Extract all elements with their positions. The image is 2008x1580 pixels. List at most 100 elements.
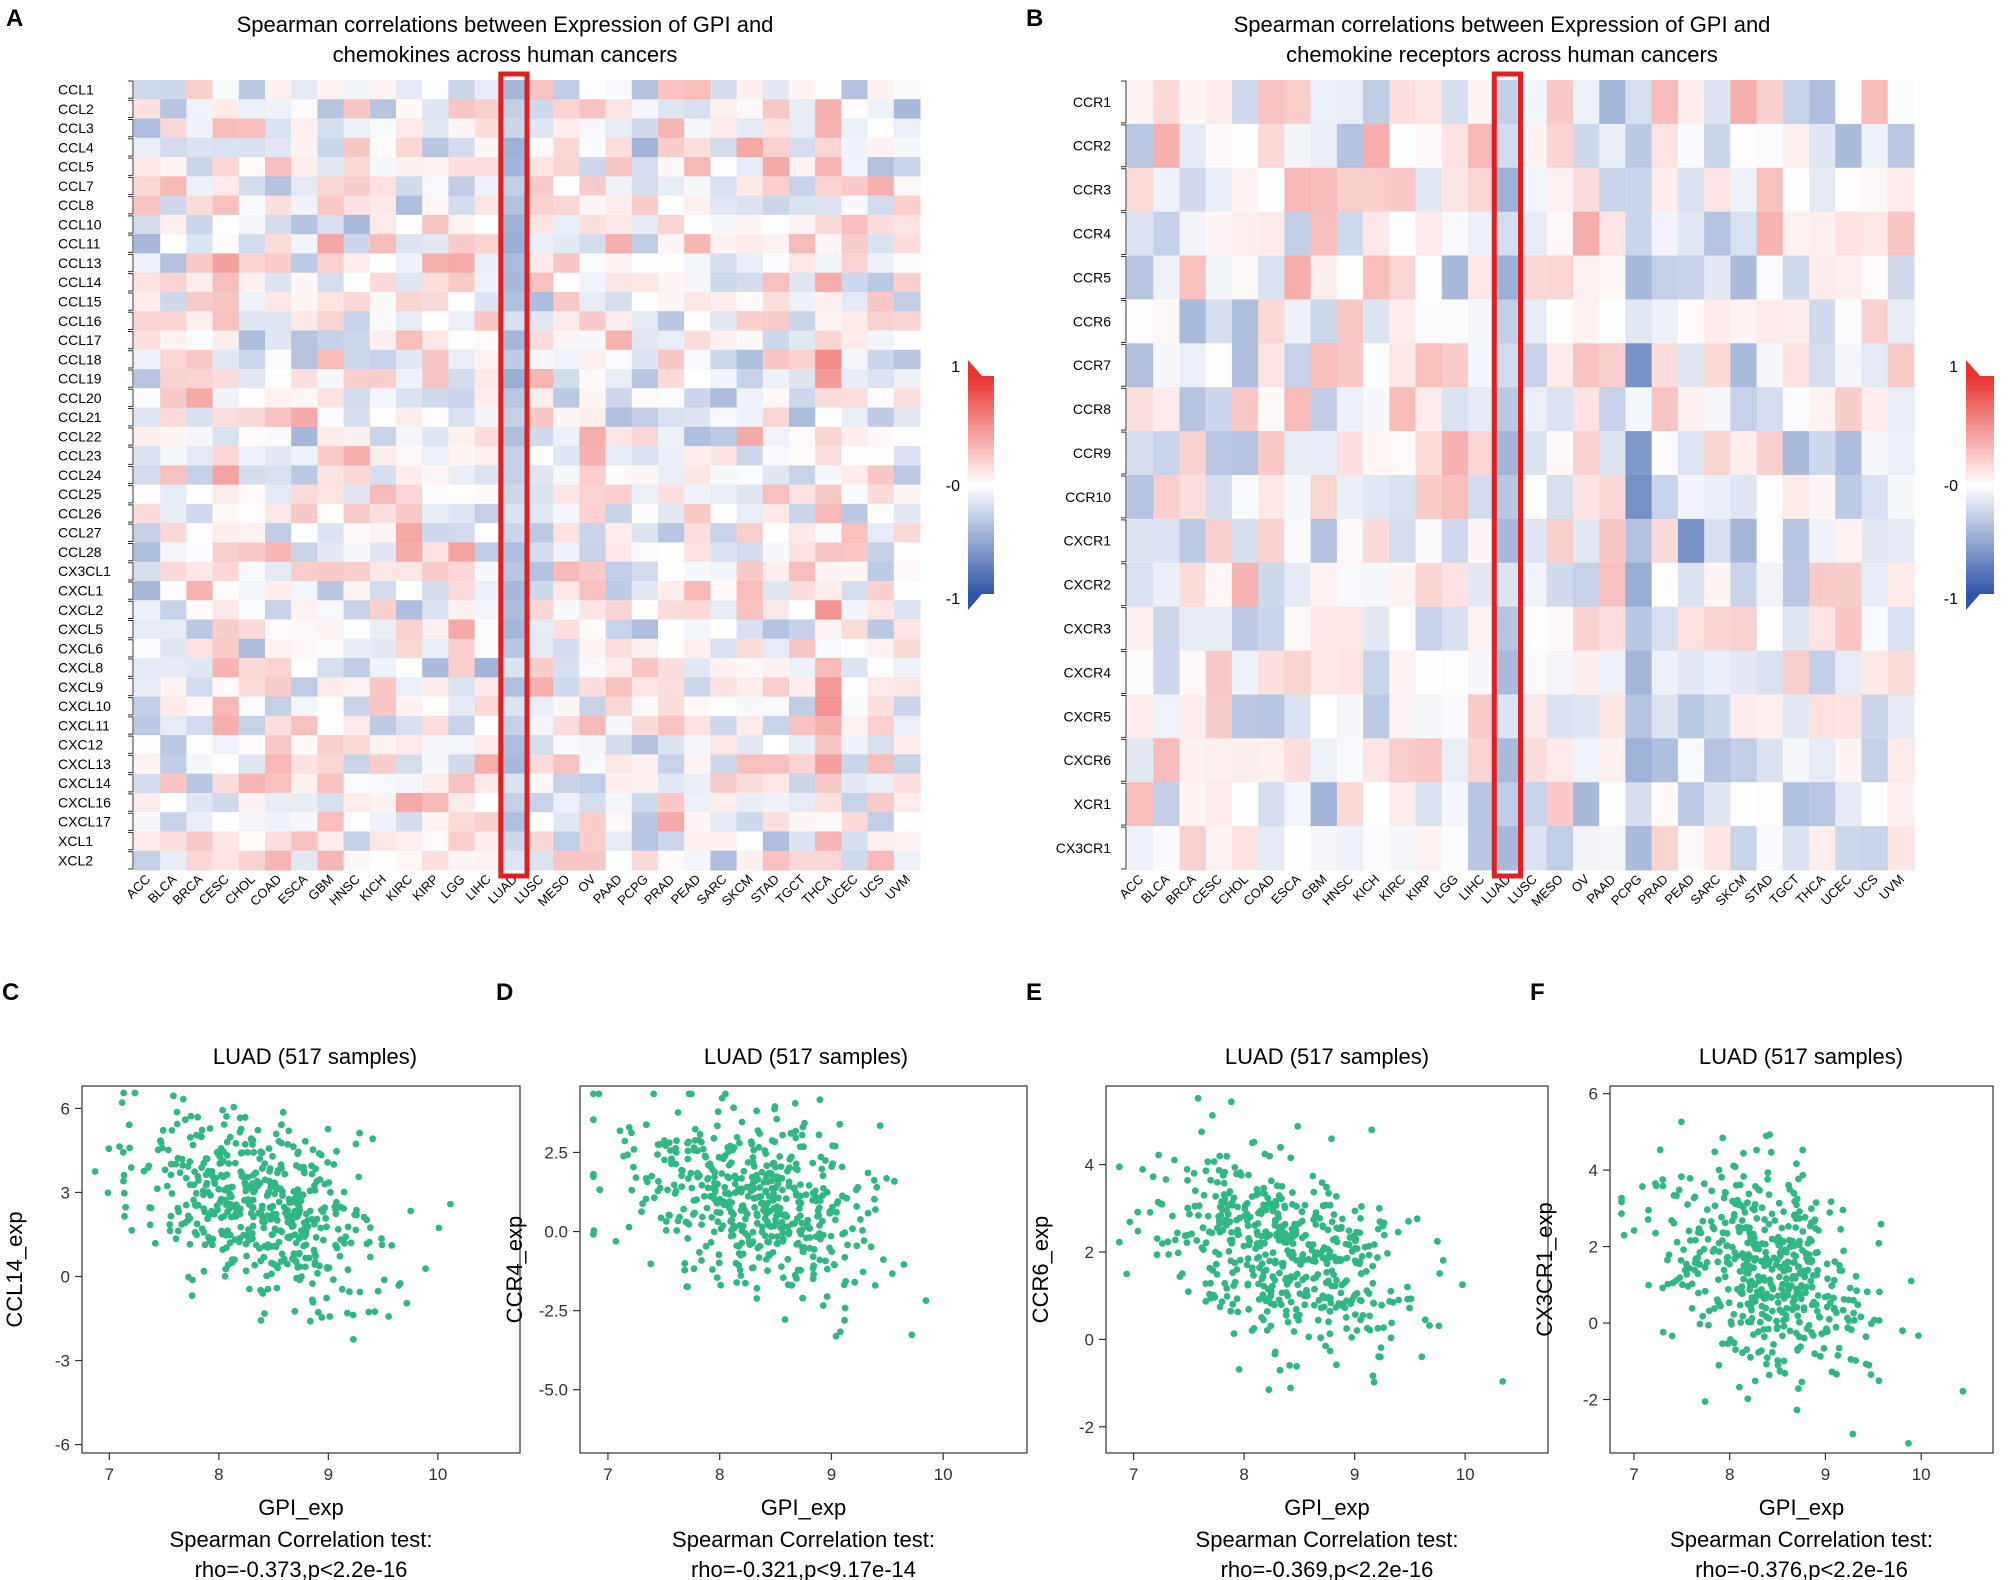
heatmap-cell	[160, 503, 187, 524]
heatmap-cell	[1310, 80, 1338, 125]
heatmap-cell	[422, 330, 449, 351]
scatter-point	[271, 1225, 279, 1233]
row-bracket	[1121, 475, 1127, 519]
heatmap-cell	[841, 157, 869, 177]
heatmap-cell	[448, 561, 476, 582]
scatter-point	[231, 1159, 239, 1167]
heatmap-cell	[1887, 738, 1915, 783]
scatter-point	[733, 1242, 741, 1249]
heatmap-cell	[422, 619, 449, 640]
heatmap-cell	[1284, 211, 1312, 257]
scatter-point	[1807, 1277, 1815, 1285]
heatmap-cell	[1756, 80, 1784, 125]
scatter-point	[237, 1125, 245, 1133]
scatter-point	[792, 1160, 800, 1168]
row-bracket	[128, 600, 134, 620]
scatter-point	[1644, 1216, 1652, 1223]
heatmap-cell	[710, 677, 738, 698]
scatter-point	[1326, 1330, 1334, 1338]
scatter-point	[817, 1235, 824, 1243]
heatmap-cell	[1599, 606, 1626, 652]
heatmap-cell	[789, 311, 816, 331]
scatter-point	[1436, 1270, 1443, 1277]
heatmap-cell	[160, 561, 187, 582]
scatter-point	[632, 1174, 640, 1181]
scatter-point	[1715, 1166, 1723, 1174]
scatter-point	[1721, 1273, 1729, 1281]
scatter-point	[844, 1241, 851, 1249]
scatter-point	[1387, 1287, 1395, 1295]
heatmap-cell	[448, 311, 476, 331]
scatter-point	[1394, 1228, 1402, 1236]
y-tick-label: -2.5	[539, 1302, 568, 1321]
heatmap-cell	[238, 754, 266, 775]
heatmap-cell	[579, 407, 607, 428]
scatter-point	[1790, 1258, 1798, 1266]
heatmap-cell	[1205, 475, 1233, 520]
scatter-point	[363, 1240, 371, 1248]
scatter-point	[210, 1177, 218, 1184]
scatter-point	[1310, 1275, 1317, 1282]
heatmap-cell	[422, 99, 449, 120]
heatmap-cell	[553, 157, 580, 177]
scatter-point	[1184, 1177, 1191, 1184]
scatter-point	[215, 1185, 223, 1193]
heatmap-cell	[1572, 299, 1600, 344]
heatmap-cell	[265, 234, 292, 254]
row-bracket	[128, 80, 134, 99]
heatmap-cell	[579, 465, 607, 486]
heatmap-cell	[1441, 255, 1469, 300]
heatmap-cell	[841, 214, 869, 235]
heatmap-cell	[658, 754, 685, 775]
heatmap-cell	[605, 735, 633, 755]
y-axis-label: CCR6_exp	[1028, 1216, 1053, 1324]
heatmap-cell	[631, 503, 659, 524]
heatmap-cell	[448, 369, 476, 389]
test-label: Spearman Correlation test:	[1670, 1527, 1933, 1552]
heatmap-cell	[710, 658, 738, 678]
scatter-point	[306, 1317, 314, 1325]
scatter-point	[714, 1108, 722, 1116]
heatmap-cell	[893, 157, 921, 177]
heatmap-cell	[317, 503, 345, 524]
scatter-point	[793, 1241, 801, 1248]
heatmap-cell	[1546, 211, 1574, 257]
heatmap-cell	[1415, 782, 1443, 827]
scatter-point	[1828, 1282, 1836, 1290]
scatter-point	[128, 1226, 136, 1234]
heatmap-cell	[815, 542, 842, 563]
heatmap-cell	[186, 812, 214, 832]
heatmap-cell	[369, 523, 397, 543]
heatmap-cell	[1363, 255, 1390, 300]
heatmap-cell	[474, 446, 502, 466]
heatmap-cell	[1336, 255, 1364, 300]
heatmap-cell	[1179, 123, 1207, 169]
heatmap-cell	[553, 137, 580, 158]
row-bracket	[128, 119, 134, 138]
heatmap-cell	[186, 465, 214, 486]
scatter-point	[1857, 1313, 1865, 1321]
scatter-point	[1741, 1209, 1749, 1216]
heatmap-cell	[1258, 562, 1285, 608]
scatter-point	[120, 1089, 128, 1097]
scatter-point	[1337, 1225, 1345, 1232]
heatmap-cell	[1205, 387, 1233, 432]
heatmap-cell	[238, 99, 266, 120]
heatmap-cell	[527, 754, 554, 775]
heatmap-cell	[396, 503, 423, 524]
scatter-point	[1343, 1325, 1350, 1332]
heatmap-cell	[369, 715, 397, 736]
heatmap-cell	[1127, 518, 1154, 564]
heatmap-cell	[684, 715, 711, 736]
heatmap-cell	[369, 253, 397, 274]
heatmap-cell	[1546, 562, 1574, 608]
heatmap-cell	[1415, 826, 1443, 871]
heatmap-cell	[1415, 518, 1443, 564]
scatter-point	[1370, 1300, 1378, 1307]
scatter-point	[1717, 1302, 1724, 1310]
heatmap-cell	[1415, 343, 1443, 388]
heatmap-cell	[1494, 211, 1521, 257]
scatter-point	[1783, 1304, 1791, 1312]
scatter-point	[1746, 1286, 1754, 1294]
scatter-point	[841, 1253, 849, 1261]
